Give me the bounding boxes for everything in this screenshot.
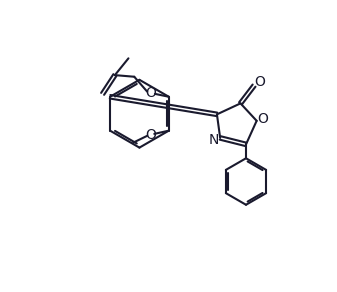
Text: O: O (146, 128, 156, 142)
Text: N: N (209, 133, 219, 147)
Text: O: O (146, 86, 156, 100)
Text: O: O (258, 112, 269, 126)
Text: O: O (254, 75, 265, 89)
